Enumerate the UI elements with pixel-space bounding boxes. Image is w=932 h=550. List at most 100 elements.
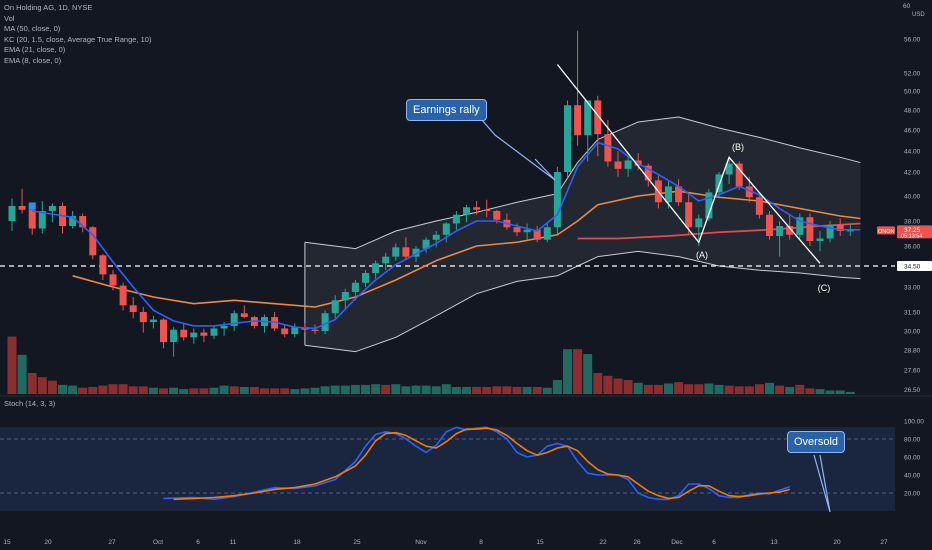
x-axis-tick: 6 <box>196 539 200 546</box>
x-axis-tick: Nov <box>415 539 427 546</box>
volume-bar <box>239 387 249 394</box>
candle-body <box>402 247 410 257</box>
y-axis-tick: 36.00 <box>904 244 921 251</box>
volume-bar <box>310 387 320 394</box>
earnings-rally-callout: Earnings rally <box>406 99 487 121</box>
stoch-axis-tick: 20.00 <box>904 491 921 498</box>
candle-body <box>675 186 683 203</box>
wave-label-c: (C) <box>818 283 831 293</box>
x-axis-tick: 27 <box>880 539 888 546</box>
volume-bar <box>219 385 229 394</box>
volume-bar <box>765 382 774 394</box>
candle-body <box>483 209 491 211</box>
x-axis-tick: 18 <box>293 539 301 546</box>
legend-indicator[interactable]: MA (50, close, 0) <box>4 24 61 33</box>
x-axis-tick: 20 <box>833 539 841 546</box>
candle-body <box>564 105 571 172</box>
y-axis-tick: 30.00 <box>904 329 921 336</box>
candle-body <box>695 218 703 228</box>
x-axis-tick: 22 <box>599 539 607 546</box>
volume-bar <box>563 349 572 394</box>
x-axis-tick: Dec <box>671 539 683 546</box>
candle-body <box>281 328 289 335</box>
event-marker <box>28 202 36 210</box>
stoch-axis-tick: 100.00 <box>904 419 924 426</box>
volume-bar <box>350 384 360 394</box>
volume-bar <box>512 387 522 394</box>
candle-body <box>392 247 400 257</box>
candle-body <box>291 327 299 335</box>
candle-body <box>584 100 592 136</box>
stoch-legend[interactable]: Stoch (14, 3, 3) <box>4 399 56 408</box>
candle-body <box>523 229 531 233</box>
candle-body <box>493 211 501 220</box>
candle-body <box>230 313 238 326</box>
volume-bar <box>613 378 623 394</box>
volume-bar <box>128 386 138 394</box>
volume-bar <box>573 349 583 394</box>
volume-bar <box>159 388 168 394</box>
candle-body <box>160 319 167 343</box>
candle-body <box>836 224 844 231</box>
volume-bar <box>603 375 613 394</box>
y-axis-tick: 40.00 <box>904 194 921 201</box>
volume-bar <box>179 389 189 394</box>
volume-bar <box>431 386 441 394</box>
volume-bar <box>724 385 734 394</box>
volume-bar <box>138 386 148 394</box>
y-axis-tick: 48.00 <box>904 108 921 115</box>
volume-bar <box>411 385 421 394</box>
candle-body <box>48 206 56 211</box>
volume-bar <box>482 387 492 394</box>
legend-indicator[interactable]: KC (20, 1.5, close, Average True Range, … <box>4 34 152 44</box>
volume-bar <box>189 388 199 394</box>
volume-bar <box>462 387 471 394</box>
legend-title: On Holding AG, 1D, NYSE <box>4 3 93 12</box>
volume-bar <box>68 385 78 394</box>
x-axis-tick: 6 <box>712 539 716 546</box>
abc-wave-line <box>556 64 821 264</box>
candle-body <box>826 224 834 239</box>
x-axis-tick: 15 <box>536 539 544 546</box>
volume-bar <box>148 387 158 394</box>
y-axis-tick: 56.00 <box>904 37 921 44</box>
candle-body <box>311 329 319 331</box>
legend-indicator[interactable]: EMA (8, close, 0) <box>4 55 62 65</box>
volume-bar <box>371 384 381 394</box>
y-axis-tick: 50.00 <box>904 89 921 96</box>
candle-body <box>69 216 77 226</box>
candle-body <box>786 226 794 235</box>
x-axis-tick: Oct <box>153 539 163 546</box>
volume-bar <box>270 388 280 394</box>
volume-bar <box>522 387 532 394</box>
candle-body <box>89 227 97 256</box>
candle-body <box>755 197 763 215</box>
volume-bar <box>441 384 451 394</box>
volume-bar <box>532 387 542 394</box>
candle-body <box>331 300 339 314</box>
volume-bar <box>391 384 401 394</box>
candle-body <box>776 226 784 236</box>
legend-indicator[interactable]: EMA (21, close, 0) <box>4 45 66 54</box>
volume-bar <box>694 384 704 394</box>
candle-body <box>816 238 824 241</box>
y-axis-tick: 38.00 <box>904 219 921 226</box>
volume-bar <box>88 387 98 394</box>
candle-body <box>422 239 430 249</box>
volume-bar <box>118 384 128 394</box>
volume-bar <box>381 384 391 394</box>
legend-indicator[interactable]: Vol <box>4 13 15 23</box>
candle-body <box>28 209 36 229</box>
volume-bar <box>260 388 269 394</box>
candle-body <box>8 206 16 221</box>
chart-legend: On Holding AG, 1D, NYSE Vol MA (50, clos… <box>4 3 151 66</box>
y-axis-tick: 44.00 <box>904 149 921 156</box>
candle-body <box>452 214 460 224</box>
level-tag <box>897 261 932 271</box>
stoch-axis-tick: 60.00 <box>904 455 921 462</box>
volume-bar <box>401 386 411 394</box>
candle-body <box>38 211 46 229</box>
candle-body <box>806 217 814 241</box>
candle-body <box>432 234 440 240</box>
